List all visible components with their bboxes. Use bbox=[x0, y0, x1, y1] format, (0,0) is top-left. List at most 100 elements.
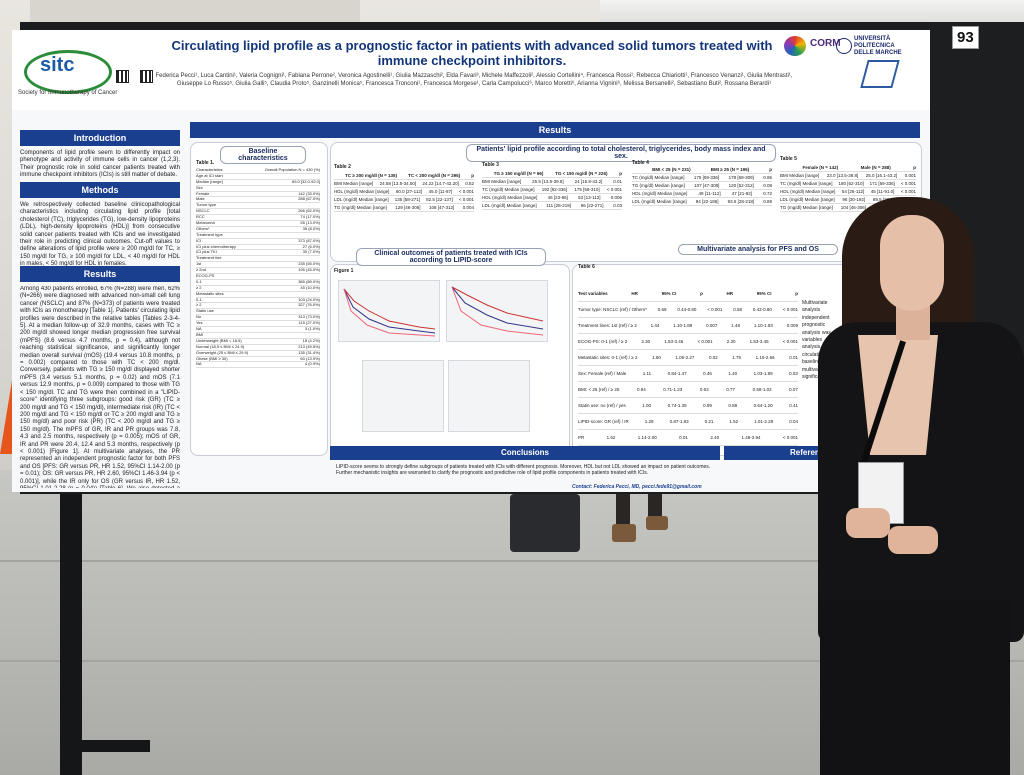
table-row: ≥ 2 327 (76.0%) bbox=[196, 302, 320, 310]
table-cell: 96 [30-192] bbox=[842, 197, 866, 202]
table-row: TC (mg/dl) Median [range] 180 [62-310] 171… bbox=[780, 180, 916, 188]
table-row: ECOG-PS bbox=[196, 273, 320, 280]
table-row: BMI Median [range] 25.5 [13.5-39.8] 24 [15… bbox=[482, 178, 622, 186]
table-cell: 0.01 bbox=[789, 355, 798, 360]
table-cell: Treatment lines: 1st (ref) / ≥ 2 bbox=[578, 323, 637, 328]
table-cell: 192 [92-336] bbox=[541, 187, 568, 192]
lipid-panel bbox=[330, 142, 922, 262]
table-row: NA 3 (1.0%) bbox=[196, 326, 320, 333]
table-cell: BMI ≥ 25 (N = 195) bbox=[710, 167, 750, 172]
table-row: ≥ 2nd 195 (45.0%) bbox=[196, 267, 320, 275]
table-cell: 25.5 [13.5-39.8] bbox=[532, 179, 564, 184]
table-row: Male 288 (67.0%) bbox=[196, 197, 320, 204]
table-cell: p bbox=[913, 165, 916, 170]
table-row: 0-1 385 (89.0%) bbox=[196, 278, 320, 286]
forest-plot-pfs bbox=[362, 360, 444, 432]
table-cell: 0.007 bbox=[706, 323, 718, 328]
table-cell: 0.004 bbox=[462, 205, 474, 210]
table-cell: 1.44 bbox=[650, 323, 660, 328]
table-header-row: TC ≥ 200 mg/dl (N = 135) TC < 200 mg/dl (… bbox=[334, 172, 474, 180]
table-row: Overweight (25 ≤ BMI ≤ 29.9) 135 (31.4%) bbox=[196, 350, 320, 357]
table-row: NSCLC 266 (62.0%) bbox=[196, 208, 320, 216]
table-header-row: Test variables HR 95% CI p HR 95% CI p bbox=[578, 286, 798, 302]
university-name: UNIVERSITÀ POLITECNICA DELLE MARCHE bbox=[854, 36, 902, 56]
table-row: ICI 373 (87.0%) bbox=[196, 237, 320, 245]
table-cell: ≥ 2 bbox=[196, 302, 202, 308]
table-row: 1st 235 (55.0%) bbox=[196, 261, 320, 269]
table-cell: 1.52 bbox=[729, 419, 739, 424]
table-cell: 0.52 bbox=[465, 181, 474, 186]
table-cell: 1.15-2.66 bbox=[755, 355, 775, 360]
table-cell: 1.00 bbox=[642, 403, 652, 408]
table-cell: Normal (18.5 ≤ BMI ≤ 24.9) bbox=[196, 343, 245, 349]
table-cell: Age at ICI start bbox=[196, 172, 223, 178]
table-cell: 0.94 bbox=[636, 387, 646, 392]
table-cell: 82.5 [22-137] bbox=[426, 197, 453, 202]
table-row: TC (mg/dl) Median [range] 192 [92-336] 175… bbox=[482, 186, 622, 194]
table-cell: 0.84-1.47 bbox=[667, 371, 687, 376]
table-cell: ≥ 2 bbox=[196, 284, 202, 290]
table-cell: 0.009 bbox=[786, 323, 798, 328]
table-row: HDL (mg/dl) Median [range] 49 [11-112] 47 … bbox=[632, 190, 772, 198]
table-cell: 60 (13.9%) bbox=[300, 355, 320, 361]
table-cell: RCC bbox=[196, 214, 205, 220]
table-cell: ECOG-PS: 0-1 (ref) / ≥ 2 bbox=[578, 339, 628, 344]
table-cell: Test variables bbox=[578, 291, 608, 296]
table-cell: < 0.001 bbox=[782, 339, 798, 344]
table-cell: 1.40 bbox=[728, 371, 738, 376]
qr-code-icon bbox=[116, 70, 129, 83]
table-header-row: BMI < 25 (N = 231) BMI ≥ 25 (N = 195) p bbox=[632, 166, 772, 174]
table-cell: ICI bbox=[196, 237, 202, 243]
poster-header: sitc Society for Immunotherapy of Cancer… bbox=[12, 30, 930, 110]
table-cell: 0.03 bbox=[789, 371, 798, 376]
table-row: LDL (mg/dl) Median [range] 94 [22-186] 93.… bbox=[632, 198, 772, 206]
table-cell: 23.0 [13.5-39.8] bbox=[826, 173, 859, 178]
table-cell: 0.42-0.80 bbox=[752, 307, 772, 312]
table-cell: LDL (mg/dl) Median [range] bbox=[780, 197, 835, 202]
table-cell: 45 [11-91.0] bbox=[870, 189, 895, 194]
table-cell: 0.74-1.35 bbox=[667, 403, 687, 408]
table-cell: 96 [22-271] bbox=[580, 203, 604, 208]
poster-title: Circulating lipid profile as a prognosti… bbox=[171, 38, 773, 68]
qr-code-icon bbox=[140, 70, 153, 83]
table-cell: BMI Median [range] bbox=[482, 179, 522, 184]
table2: TC ≥ 200 mg/dl (N = 135) TC < 200 mg/dl (… bbox=[334, 172, 474, 212]
table-cell: 0.01 bbox=[613, 179, 622, 184]
table-row: TG (mg/dl) Median [range] 129 [46-306] 108… bbox=[334, 204, 474, 212]
table2-label: Table 2 bbox=[334, 164, 351, 170]
presenter-hand-left bbox=[846, 508, 890, 538]
table-cell: p bbox=[471, 173, 474, 178]
suitcase bbox=[510, 494, 580, 552]
table-cell: Metastatic sites: 0-1 (ref) / ≥ 2 bbox=[578, 355, 638, 360]
methods-heading: Methods bbox=[20, 182, 180, 198]
table6: Test variables HR 95% CI p HR 95% CI p Tumor ty… bbox=[578, 286, 798, 446]
table-cell: 1.53-3.46 bbox=[664, 339, 684, 344]
conclusions-text: LIPID-score seems to strongly define sub… bbox=[336, 464, 711, 476]
table-row: Treatment type bbox=[196, 232, 320, 239]
table-row: HDL (mg/dl) Median [range] 60.0 [27-112] 4… bbox=[334, 188, 474, 196]
table-cell: p bbox=[700, 291, 703, 296]
presenter-face bbox=[880, 215, 944, 311]
table-cell: 1st bbox=[196, 261, 202, 267]
table-cell: BMI Median [range] bbox=[780, 173, 820, 178]
table-cell: 94 [22-186] bbox=[695, 199, 719, 204]
table-cell: ICI plus chemotherapy bbox=[196, 243, 237, 249]
table-cell: 95% CI bbox=[756, 291, 772, 296]
table-cell: 0-1 bbox=[196, 296, 202, 302]
table-cell: < 0.001 bbox=[707, 307, 723, 312]
table-cell: 25.0 [16.1-43.2] bbox=[865, 173, 898, 178]
table-cell: p bbox=[619, 171, 622, 176]
table-cell: 1.03-1.89 bbox=[753, 371, 773, 376]
table-cell: 327 (76.0%) bbox=[298, 302, 320, 308]
table-row: Statin use bbox=[196, 308, 320, 316]
table-row: Yes 115 (27.0%) bbox=[196, 320, 320, 328]
table-row: BMI Median [range] 23.0 [13.5-39.8] 25.0 [… bbox=[780, 172, 916, 180]
introduction-heading: Introduction bbox=[20, 130, 180, 146]
table-cell: 1.52 bbox=[606, 435, 616, 440]
contact-line: Contact: Federica Pecci, MD, pecci.fede9… bbox=[572, 484, 702, 490]
table-row: HDL (mg/dl) Median [range] 46 [23-86] 53 [… bbox=[482, 194, 622, 202]
table-cell: 385 (89.0%) bbox=[298, 278, 320, 284]
figure1-label: Figure 1 bbox=[334, 268, 354, 274]
os-survival-curve bbox=[446, 280, 548, 342]
table-cell: 53 [13-112] bbox=[578, 195, 601, 200]
